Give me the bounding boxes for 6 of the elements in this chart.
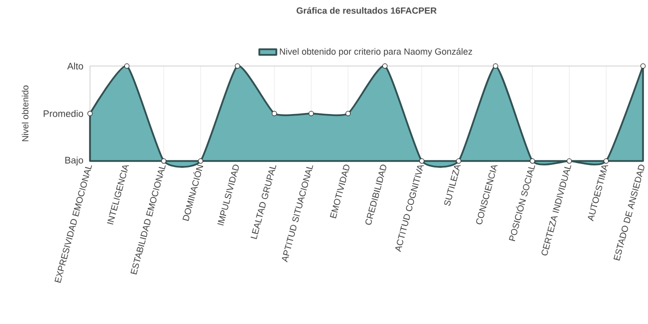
text: Bajo bbox=[65, 156, 84, 166]
text: Alto bbox=[67, 62, 84, 70]
chart-title: Gráfica de resultados 16FACPER bbox=[296, 7, 437, 14]
legend-label: Nivel obtenido por criterio para Naomy González bbox=[280, 48, 472, 56]
y-axis-title: Nivel obtenido bbox=[22, 85, 28, 142]
text: Promedio bbox=[44, 110, 84, 117]
